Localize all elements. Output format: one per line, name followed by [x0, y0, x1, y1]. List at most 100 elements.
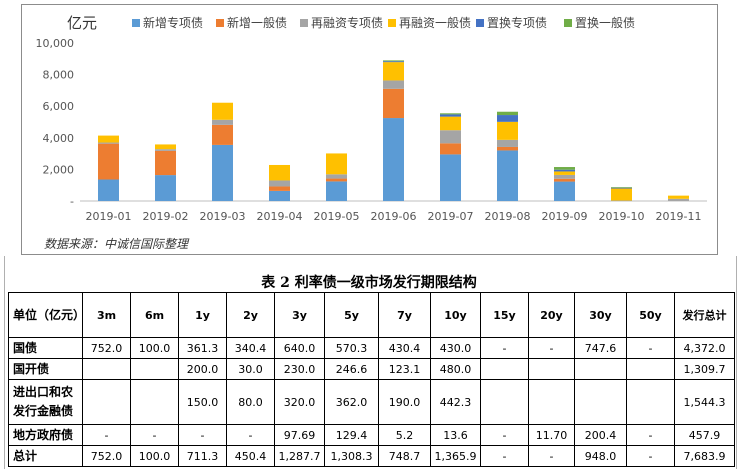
row-header: 地方政府债 [8, 424, 83, 446]
table-cell: 570.3 [324, 337, 379, 359]
bar-segment [554, 174, 575, 179]
table-cell [574, 379, 627, 425]
x-tick-label: 2019-10 [599, 210, 645, 223]
bar-segment [497, 115, 518, 122]
table-cell [130, 358, 179, 380]
table-cell: 100.0 [130, 445, 179, 467]
table-cell: - [626, 445, 675, 467]
table-cell: 129.4 [324, 424, 379, 446]
table-cell: 752.0 [82, 445, 131, 467]
bar-segment [212, 144, 233, 201]
x-tick-label: 2019-07 [428, 210, 474, 223]
column-header: 5y [324, 292, 379, 338]
table-cell [130, 379, 179, 425]
table-frame [4, 256, 737, 469]
table-cell: 150.0 [178, 379, 227, 425]
table-cell: - [626, 337, 675, 359]
bar-segment [155, 150, 176, 176]
table-cell: 362.0 [324, 379, 379, 425]
bar-segment [155, 149, 176, 151]
table-cell: 747.6 [574, 337, 627, 359]
column-header: 10y [430, 292, 481, 338]
bar-segment [440, 154, 461, 201]
bar-segment [554, 167, 575, 170]
column-header: 6m [130, 292, 179, 338]
row-header: 国债 [8, 337, 83, 359]
table-cell: 320.0 [274, 379, 325, 425]
header-unit-cell: 单位（亿元） [8, 292, 83, 338]
table-cell: - [626, 424, 675, 446]
legend-label: 置换专项债 [487, 15, 547, 30]
row-header: 总计 [8, 445, 83, 467]
y-tick-label: 4,000 [43, 132, 75, 145]
table-cell: 7,683.9 [674, 445, 735, 467]
table-cell: - [226, 424, 275, 446]
bar-segment [383, 60, 404, 62]
legend-label: 再融资一般债 [399, 15, 471, 30]
y-tick-label: 10,000 [36, 37, 75, 50]
bar-segment [554, 171, 575, 175]
x-tick-label: 2019-03 [200, 210, 246, 223]
bar-segment [497, 121, 518, 140]
table-cell: 1,544.3 [674, 379, 735, 425]
table-title: 表 2 利率债一级市场发行期限结构 [261, 275, 477, 291]
column-header: 3y [274, 292, 325, 338]
legend-label: 新增专项债 [143, 15, 203, 30]
bar-segment [497, 150, 518, 201]
table-cell: 430.4 [378, 337, 431, 359]
table-cell: 200.4 [574, 424, 627, 446]
x-tick-label: 2019-05 [314, 210, 360, 223]
table-cell: 340.4 [226, 337, 275, 359]
table-cell [82, 358, 131, 380]
bar-segment [611, 187, 632, 189]
column-header: 2y [226, 292, 275, 338]
table-cell: 1,309.7 [674, 358, 735, 380]
bar-segment [98, 143, 119, 180]
bar-segment [383, 62, 404, 81]
table-cell: 640.0 [274, 337, 325, 359]
table-row: 国债 752.0 100.0 361.3 340.4 640.0 570.3 430.4 430… [8, 337, 735, 359]
table-cell: 948.0 [574, 445, 627, 467]
table-cell: 361.3 [178, 337, 227, 359]
bar-segment [326, 178, 347, 182]
table-row: 总计 752.0 100.0 711.3 450.4 1,287.7 1,308.3 748.… [8, 445, 735, 467]
table-cell: 752.0 [82, 337, 131, 359]
stacked-bar-chart: 亿元 - 2,000 4,000 6,000 8,000 10,000 2019-01 2019… [36, 14, 707, 223]
bar-segment [440, 143, 461, 155]
legend-swatch [388, 19, 396, 27]
table-cell [480, 379, 529, 425]
table-cell: 1,365.9 [430, 445, 481, 467]
table-cell: - [528, 337, 575, 359]
bar-segment [611, 187, 632, 188]
table-cell: 711.3 [178, 445, 227, 467]
table-cell: - [178, 424, 227, 446]
bar-segment [383, 88, 404, 119]
table-cell: 100.0 [130, 337, 179, 359]
x-tick-label: 2019-04 [257, 210, 303, 223]
y-tick-label: - [70, 195, 74, 208]
table-cell: 4,372.0 [674, 337, 735, 359]
table-cell: 97.69 [274, 424, 325, 446]
bar-segment [497, 111, 518, 116]
table-cell: 30.0 [226, 358, 275, 380]
column-header: 3m [82, 292, 131, 338]
column-header: 1y [178, 292, 227, 338]
table-cell [528, 358, 575, 380]
table-cell: 230.0 [274, 358, 325, 380]
bar-segment [383, 118, 404, 201]
bar-segment [155, 144, 176, 150]
x-tick-label: 2019-11 [656, 210, 702, 223]
x-tick-label: 2019-06 [371, 210, 417, 223]
legend-swatch [564, 19, 572, 27]
bar-segment [554, 181, 575, 201]
table-cell [528, 379, 575, 425]
bar-segment [440, 114, 461, 117]
table-cell: 123.1 [378, 358, 431, 380]
chart-frame: 亿元 - 2,000 4,000 6,000 8,000 10,000 2019-01 2019… [21, 4, 718, 255]
table-cell: 457.9 [674, 424, 735, 446]
bar-segment [554, 169, 575, 172]
bar-segment [383, 80, 404, 89]
bar-segment [326, 181, 347, 201]
table-cell: - [480, 337, 529, 359]
column-header: 7y [378, 292, 431, 338]
